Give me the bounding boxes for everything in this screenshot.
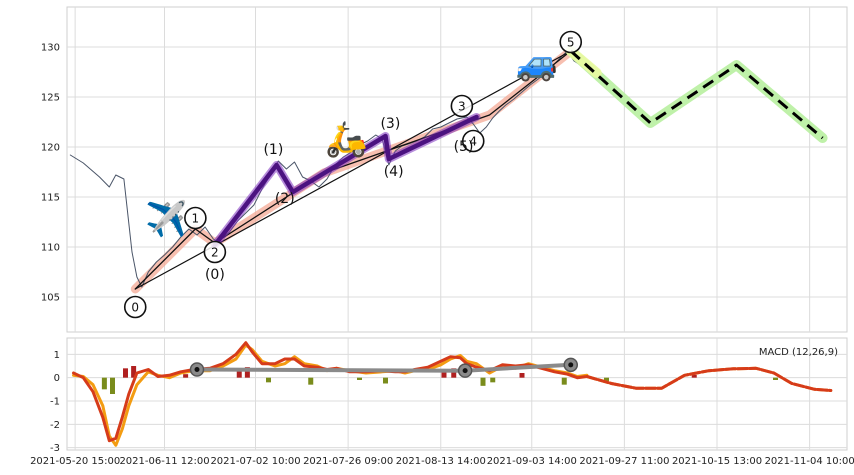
wave-label: (3) [380, 116, 400, 132]
macd-histogram-bar [480, 377, 486, 386]
price-y-tick-label: 130 [41, 43, 60, 54]
macd-wave-marker-dot [194, 367, 200, 372]
macd-wave-marker-dot [462, 368, 468, 374]
macd-y-tick-label: 0 [54, 373, 60, 384]
x-tick-label: 2021-05-20 15:00 [30, 456, 120, 467]
wave-label: (1) [263, 142, 283, 158]
x-tick-label: 2021-10-15 13:00 [672, 456, 762, 467]
wave-circle [450, 94, 474, 118]
macd-histogram-bar [110, 377, 115, 394]
wave-circle-label: 2 [211, 245, 219, 259]
price-grid [67, 7, 847, 332]
x-tick-label: 2021-07-02 10:00 [210, 456, 300, 467]
macd-histogram-bar [357, 377, 362, 380]
macd-layer [72, 341, 833, 447]
macd-histogram-bar [519, 373, 525, 378]
x-tick-label: 2021-09-03 14:00 [487, 456, 577, 467]
wave-circle [184, 206, 207, 230]
wave-circle [203, 240, 227, 264]
emoji-marker: ✈️ [145, 199, 187, 240]
x-tick-label: 2021-11-04 10:00 [765, 456, 854, 467]
series-line-projection [569, 49, 824, 140]
axis-layer: 2021-05-20 15:00 2021-06-11 12:00 2021-07-… [30, 43, 854, 468]
macd-histogram-bar [244, 367, 250, 378]
macd-line-signal [72, 343, 589, 447]
macd-histogram-bar [123, 368, 128, 378]
macd-histogram-bar [490, 377, 496, 383]
macd-histogram-bar [691, 374, 697, 378]
price-y-tick-label: 120 [41, 143, 60, 154]
macd-histogram-bar [561, 377, 567, 385]
price-y-tick-label: 110 [41, 243, 60, 254]
macd-y-tick-label: -3 [50, 443, 60, 454]
wave-circle [123, 295, 147, 319]
macd-y-tick-label: -1 [50, 397, 60, 408]
wave-circle-label: 5 [567, 35, 575, 49]
macd-line-macd-projection [585, 366, 833, 392]
macd-grid [67, 338, 847, 450]
x-tick-label: 2021-09-27 11:00 [579, 456, 669, 467]
macd-histogram-bar [451, 368, 457, 378]
emoji-marker: 🛵 [325, 120, 367, 160]
series-line-subwave [212, 114, 479, 248]
macd-histogram-bar [101, 377, 107, 390]
wave-circle [559, 30, 583, 54]
wave-circle-label: 1 [192, 211, 200, 225]
x-tick-label: 2021-08-13 14:00 [396, 456, 486, 467]
price-y-tick-label: 125 [41, 93, 60, 104]
price-layer: ✈️ 🛵 🚙 0 1 2 3 4 5 (0) (1) (2) (3) (4) (5) [69, 30, 828, 319]
price-y-tick-label: 115 [41, 193, 60, 204]
wave-label: (2) [275, 191, 295, 207]
wave-circle-label: 3 [458, 99, 466, 113]
macd-histogram-bar [441, 369, 447, 378]
wave-circle-label: 4 [469, 134, 477, 148]
macd-histogram-bar [266, 377, 271, 383]
wave-circle-label: 0 [131, 300, 139, 314]
series-line-wave-main [134, 50, 572, 290]
macd-histogram-bar [773, 377, 778, 380]
macd-histogram-bar [604, 377, 609, 382]
macd-y-tick-label: -2 [50, 420, 60, 431]
macd-histogram-bar [236, 370, 242, 378]
macd-histogram-bar [131, 366, 137, 378]
macd-wave-marker-dot [568, 362, 574, 368]
wave-label: (4) [384, 164, 404, 180]
x-tick-label: 2021-07-26 09:00 [303, 456, 393, 467]
x-tick-label: 2021-06-11 12:00 [119, 456, 209, 467]
wave-label: (0) [205, 267, 225, 283]
wave-circle [461, 129, 485, 153]
wave-label: (5) [454, 139, 474, 155]
macd-histogram-bar [308, 377, 314, 385]
price-y-tick-label: 105 [41, 293, 60, 304]
macd-histogram-bar [183, 374, 189, 378]
price-panel-background [66, 6, 848, 333]
emoji-marker: 🚙 [515, 44, 557, 84]
macd-y-tick-label: 1 [54, 350, 60, 361]
macd-histogram-bar [383, 377, 388, 384]
macd-title: MACD (12,26,9) [759, 347, 838, 358]
